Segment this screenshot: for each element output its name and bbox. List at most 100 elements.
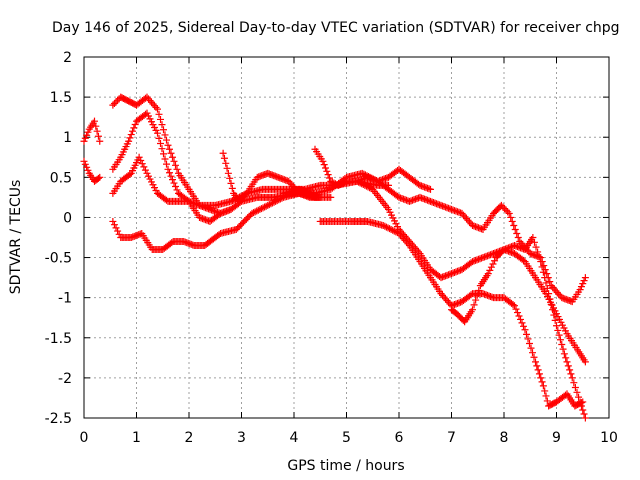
data-point xyxy=(527,344,535,352)
data-point xyxy=(160,150,167,158)
data-point xyxy=(577,283,585,291)
data-point xyxy=(152,103,160,111)
data-point xyxy=(109,101,117,109)
data-point xyxy=(382,223,390,231)
data-point xyxy=(166,145,173,153)
data-point xyxy=(484,270,492,278)
data-point xyxy=(546,295,554,303)
data-point xyxy=(410,243,418,251)
data-point xyxy=(389,226,397,234)
series-track-l xyxy=(448,234,589,422)
data-point xyxy=(415,180,422,188)
data-point xyxy=(362,182,370,190)
data-point xyxy=(172,183,179,191)
data-point xyxy=(151,102,158,110)
data-point xyxy=(515,312,523,320)
data-point xyxy=(413,246,421,254)
data-point xyxy=(366,173,374,181)
data-point xyxy=(140,163,148,171)
series-track-a xyxy=(80,157,104,185)
data-point xyxy=(387,225,395,233)
series-track-b xyxy=(80,117,104,145)
data-point xyxy=(475,286,483,294)
data-point xyxy=(131,121,139,129)
data-point xyxy=(161,155,169,163)
data-point xyxy=(353,177,361,185)
data-point xyxy=(529,349,536,357)
data-point xyxy=(580,277,588,285)
data-point xyxy=(110,100,118,108)
data-point xyxy=(511,302,518,310)
data-point xyxy=(93,127,101,135)
data-point xyxy=(504,208,512,216)
data-point xyxy=(563,358,571,366)
data-point xyxy=(439,291,446,299)
data-point xyxy=(259,204,267,212)
data-point xyxy=(567,370,575,378)
data-point xyxy=(467,259,475,267)
x-tick-label: 7 xyxy=(447,430,456,446)
data-point xyxy=(580,410,588,418)
data-point xyxy=(554,326,562,334)
data-point xyxy=(487,263,495,271)
data-point xyxy=(173,186,181,194)
data-point xyxy=(112,224,120,232)
data-point xyxy=(320,161,328,169)
data-point xyxy=(322,164,329,172)
data-point xyxy=(539,268,547,276)
data-point xyxy=(505,209,513,217)
data-point xyxy=(157,115,164,123)
data-point xyxy=(270,198,278,206)
data-point xyxy=(547,282,555,290)
data-point xyxy=(555,290,563,298)
data-point xyxy=(146,97,154,105)
data-point xyxy=(224,169,232,177)
data-point xyxy=(361,171,369,179)
data-point xyxy=(161,131,169,139)
data-point xyxy=(80,157,88,165)
data-point xyxy=(278,194,286,202)
series-track-g xyxy=(219,149,324,205)
data-point xyxy=(538,378,546,386)
x-tick-label: 1 xyxy=(132,430,141,446)
data-point xyxy=(355,178,363,186)
data-point xyxy=(84,166,92,174)
data-point xyxy=(250,209,258,217)
data-point xyxy=(141,166,149,174)
x-tick-label: 9 xyxy=(552,430,561,446)
data-point xyxy=(240,193,248,201)
data-point xyxy=(158,121,166,129)
data-point xyxy=(400,231,407,239)
x-tick-label: 0 xyxy=(80,430,89,446)
data-point xyxy=(126,134,134,142)
data-point xyxy=(551,316,559,324)
data-point xyxy=(137,156,145,164)
data-point xyxy=(409,241,416,249)
data-point xyxy=(556,336,564,344)
data-point xyxy=(361,181,369,189)
data-point xyxy=(534,248,542,256)
data-point xyxy=(267,200,275,208)
data-point xyxy=(323,167,331,175)
data-point xyxy=(265,201,273,209)
series-track-d xyxy=(109,109,392,209)
data-point xyxy=(94,174,102,182)
data-point xyxy=(386,225,394,233)
data-point xyxy=(401,232,409,240)
y-tick-label: 0 xyxy=(63,210,72,226)
data-point xyxy=(538,263,546,271)
data-point xyxy=(241,191,249,199)
y-axis-label: SDTVAR / TECUs xyxy=(8,180,24,295)
data-point xyxy=(129,127,137,135)
data-point xyxy=(461,213,469,221)
data-point xyxy=(546,278,554,286)
data-point xyxy=(164,141,172,149)
data-point xyxy=(109,217,117,225)
data-point xyxy=(363,172,371,180)
data-point xyxy=(553,289,561,297)
data-point xyxy=(126,170,134,178)
data-point xyxy=(155,134,163,142)
data-point xyxy=(550,311,558,319)
data-point xyxy=(466,218,473,226)
data-point xyxy=(324,171,332,179)
